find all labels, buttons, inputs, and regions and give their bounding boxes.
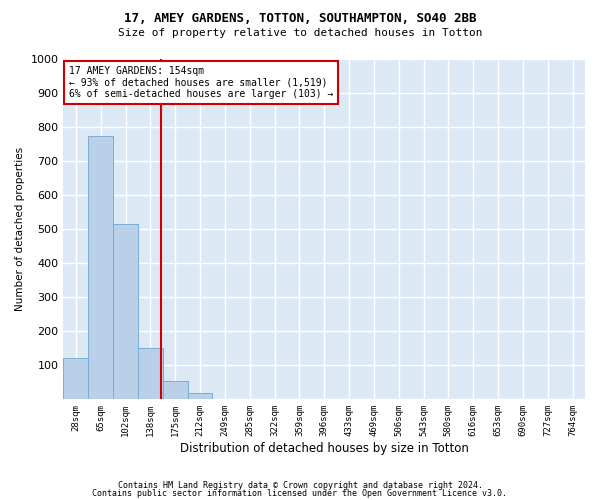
X-axis label: Distribution of detached houses by size in Totton: Distribution of detached houses by size …	[180, 442, 469, 455]
Bar	[163, 380, 188, 400]
Bar	[88, 136, 113, 400]
Text: 17, AMEY GARDENS, TOTTON, SOUTHAMPTON, SO40 2BB: 17, AMEY GARDENS, TOTTON, SOUTHAMPTON, S…	[124, 12, 476, 26]
Bar	[64, 358, 88, 400]
Bar	[138, 348, 163, 400]
Text: Size of property relative to detached houses in Totton: Size of property relative to detached ho…	[118, 28, 482, 38]
Bar	[113, 224, 138, 400]
Bar	[188, 392, 212, 400]
Text: 17 AMEY GARDENS: 154sqm
← 93% of detached houses are smaller (1,519)
6% of semi-: 17 AMEY GARDENS: 154sqm ← 93% of detache…	[68, 66, 333, 99]
Y-axis label: Number of detached properties: Number of detached properties	[15, 147, 25, 311]
Text: Contains public sector information licensed under the Open Government Licence v3: Contains public sector information licen…	[92, 488, 508, 498]
Text: Contains HM Land Registry data © Crown copyright and database right 2024.: Contains HM Land Registry data © Crown c…	[118, 481, 482, 490]
